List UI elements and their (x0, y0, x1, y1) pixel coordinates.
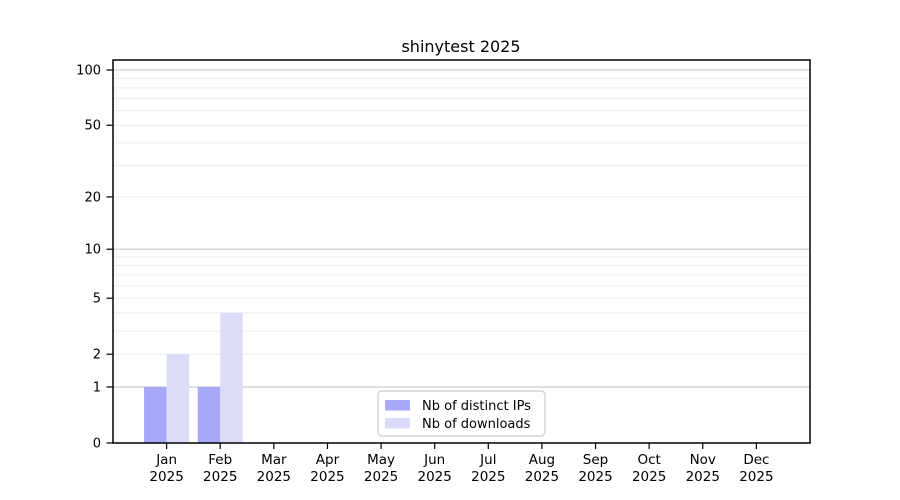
x-tick-label-aug: Aug 2025 (525, 452, 559, 485)
x-tick-label-feb: Feb 2025 (203, 452, 237, 485)
y-tick-label: 100 (76, 64, 101, 79)
bar-distinct-ips-jan (144, 386, 167, 443)
y-tick-label: 20 (84, 190, 101, 205)
x-tick-label-mar: Mar 2025 (257, 452, 291, 485)
y-tick-label: 50 (84, 119, 101, 134)
legend-swatch-distinct-ips (385, 400, 410, 411)
legend-swatch-downloads (385, 418, 410, 429)
legend-label-distinct-ips: Nb of distinct IPs (422, 399, 531, 414)
y-tick-label: 5 (93, 292, 101, 307)
x-tick-label-sep: Sep 2025 (578, 452, 612, 485)
y-tick-label: 1 (93, 380, 101, 395)
bar-distinct-ips-feb (197, 386, 221, 443)
x-tick-label-jun: Jun 2025 (418, 452, 452, 485)
x-tick-label-apr: Apr 2025 (310, 452, 344, 485)
x-tick-label-dec: Dec 2025 (739, 452, 773, 485)
x-tick-label-jul: Jul 2025 (471, 452, 505, 485)
bar-downloads-feb (220, 312, 243, 443)
y-tick-label: 10 (84, 243, 101, 258)
x-tick-label-may: May 2025 (364, 452, 398, 485)
y-tick-label: 2 (93, 348, 101, 363)
x-tick-label-nov: Nov 2025 (686, 452, 720, 485)
legend-box (377, 390, 546, 437)
x-tick-label-oct: Oct 2025 (632, 452, 666, 485)
y-tick-label: 0 (93, 437, 101, 452)
chart-title: shinytest 2025 (401, 37, 520, 56)
bar-downloads-jan (166, 354, 190, 443)
x-tick-label-jan: Jan 2025 (149, 452, 183, 485)
plot-border (112, 59, 811, 444)
legend-label-downloads: Nb of downloads (422, 417, 531, 432)
